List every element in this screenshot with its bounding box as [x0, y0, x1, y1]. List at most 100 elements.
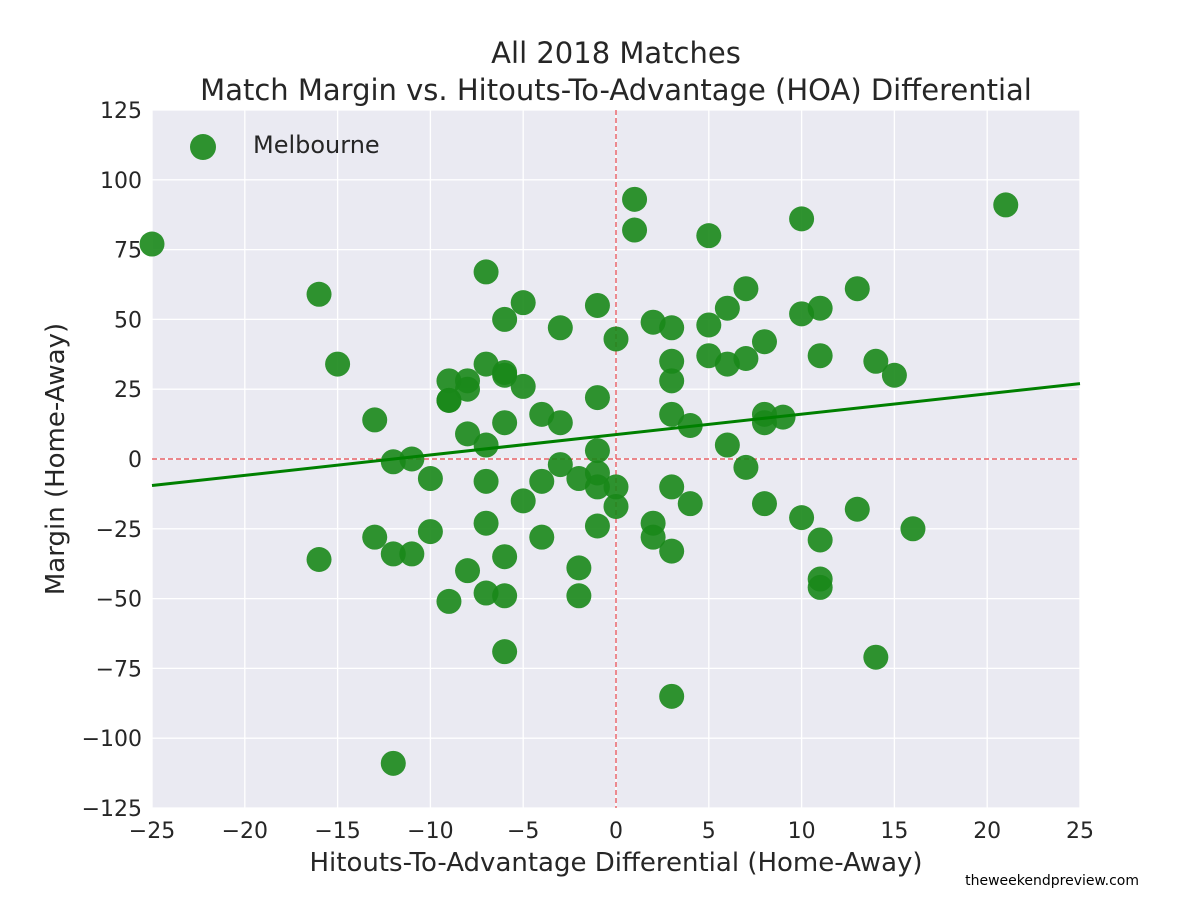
legend: Melbourne	[190, 131, 380, 160]
data-point	[473, 468, 499, 494]
data-point	[547, 410, 573, 436]
data-point	[473, 580, 499, 606]
data-point	[510, 290, 536, 316]
data-point	[584, 438, 610, 464]
y-tick-label: −25	[96, 518, 142, 543]
data-point	[492, 544, 518, 570]
data-point	[455, 558, 481, 584]
data-point	[417, 466, 443, 492]
data-point	[584, 513, 610, 539]
data-point	[789, 505, 815, 531]
data-point	[510, 373, 536, 399]
data-point	[844, 276, 870, 302]
data-point	[900, 516, 926, 542]
data-point	[640, 524, 666, 550]
data-point	[417, 519, 443, 545]
y-tick-label: 50	[114, 308, 142, 333]
data-point	[863, 644, 889, 670]
y-tick-label: 75	[114, 239, 142, 264]
data-point	[844, 496, 870, 522]
data-point	[380, 750, 406, 776]
y-tick-label: 125	[100, 99, 142, 124]
x-tick-label: 10	[788, 819, 816, 844]
data-point	[510, 488, 536, 514]
data-point	[399, 541, 425, 567]
data-point	[603, 326, 629, 352]
y-tick-label: 25	[114, 378, 142, 403]
y-tick-label: −75	[96, 657, 142, 682]
data-point	[863, 348, 889, 374]
data-point	[603, 493, 629, 519]
x-tick-label: −25	[129, 819, 175, 844]
x-tick-label: 0	[609, 819, 623, 844]
data-point	[584, 474, 610, 500]
chart-subtitle: Match Margin vs. Hitouts-To-Advantage (H…	[200, 73, 1032, 107]
data-point	[677, 491, 703, 517]
reference-lines	[152, 110, 1080, 808]
data-point	[547, 315, 573, 341]
data-point	[659, 683, 685, 709]
legend-marker	[190, 134, 216, 160]
data-point	[139, 231, 165, 257]
data-point	[399, 446, 425, 472]
data-point	[751, 329, 777, 355]
data-point	[492, 410, 518, 436]
data-point	[696, 312, 722, 338]
data-point	[659, 315, 685, 341]
data-point	[714, 432, 740, 458]
data-point	[473, 432, 499, 458]
data-point	[547, 452, 573, 478]
data-points	[139, 186, 1019, 776]
x-tick-label: −10	[407, 819, 453, 844]
data-point	[380, 541, 406, 567]
data-point	[751, 491, 777, 517]
data-point	[566, 555, 592, 581]
data-point	[436, 387, 462, 413]
data-point	[492, 583, 518, 609]
x-tick-label: 25	[1066, 819, 1094, 844]
y-tick-label: −100	[82, 727, 142, 752]
data-point	[325, 351, 351, 377]
x-tick-label: 5	[702, 819, 716, 844]
data-point	[789, 206, 815, 232]
data-point	[696, 223, 722, 249]
data-point	[473, 259, 499, 285]
data-point	[807, 574, 833, 600]
data-point	[362, 407, 388, 433]
data-point	[659, 474, 685, 500]
data-point	[659, 348, 685, 374]
data-point	[733, 345, 759, 371]
data-point	[807, 527, 833, 553]
data-point	[306, 281, 332, 307]
data-point	[881, 362, 907, 388]
data-point	[659, 401, 685, 427]
data-point	[714, 295, 740, 321]
x-tick-label: 20	[973, 819, 1001, 844]
x-tick-label: −20	[222, 819, 268, 844]
y-tick-label: 100	[100, 169, 142, 194]
x-tick-label: −15	[314, 819, 360, 844]
data-point	[659, 368, 685, 394]
chart-title: All 2018 Matches	[491, 36, 741, 70]
x-tick-label: 15	[880, 819, 908, 844]
data-point	[807, 295, 833, 321]
data-point	[733, 276, 759, 302]
x-tick-label: −5	[507, 819, 539, 844]
y-tick-label: −50	[96, 588, 142, 613]
data-point	[455, 421, 481, 447]
data-point	[993, 192, 1019, 218]
data-point	[529, 524, 555, 550]
data-point	[529, 468, 555, 494]
data-point	[455, 376, 481, 402]
data-point	[566, 583, 592, 609]
data-point	[584, 292, 610, 318]
credit-text: theweekendpreview.com	[965, 873, 1139, 889]
data-point	[584, 385, 610, 411]
data-point	[473, 510, 499, 536]
data-point	[622, 186, 648, 212]
data-point	[492, 639, 518, 665]
data-point	[380, 449, 406, 475]
x-axis-label: Hitouts-To-Advantage Differential (Home-…	[309, 848, 922, 878]
y-tick-label: 0	[128, 448, 142, 473]
